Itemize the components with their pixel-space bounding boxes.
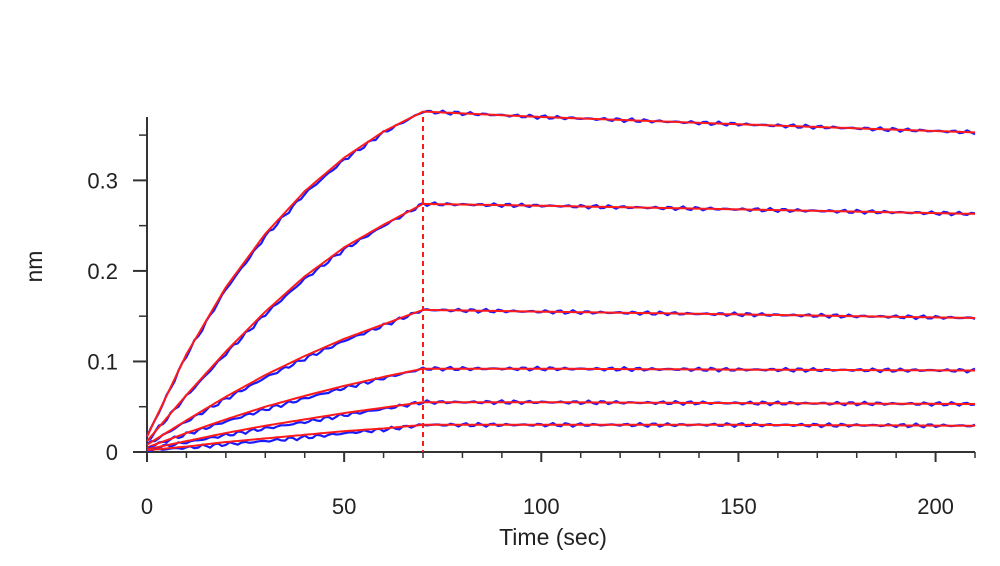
- y-tick-label: 0.1: [87, 349, 118, 374]
- fit-curve-series-4: [146, 367, 975, 449]
- fit-curve-series-1: [146, 110, 976, 438]
- y-axis-title: nm: [21, 251, 47, 283]
- fit-curve-series-6: [146, 423, 975, 452]
- y-tick-label: 0.2: [87, 259, 118, 284]
- y-tick-label: 0.3: [87, 168, 118, 193]
- data-trace-series-3: [146, 307, 976, 445]
- x-tick-label: 100: [523, 494, 560, 519]
- axes-group: [146, 117, 975, 453]
- data-trace-series-1: [145, 109, 976, 438]
- data-trace-series-4: [146, 365, 976, 449]
- x-tick-label: 200: [917, 494, 954, 519]
- fit-curve-series-2: [146, 202, 976, 442]
- tick-labels-group: 0 50 100 150 200 0 0.1 0.2 0.3: [87, 168, 954, 519]
- data-trace-series-6: [146, 421, 976, 453]
- fit-curve-series-5: [146, 401, 975, 451]
- fit-curve-series-3: [146, 308, 976, 446]
- x-tick-label: 0: [141, 494, 153, 519]
- y-tick-label: 0: [106, 440, 118, 465]
- ticks-group: [133, 134, 976, 462]
- x-tick-label: 50: [332, 494, 356, 519]
- series-group: [145, 109, 976, 453]
- x-tick-label: 150: [720, 494, 757, 519]
- x-axis-title: Time (sec): [499, 524, 607, 550]
